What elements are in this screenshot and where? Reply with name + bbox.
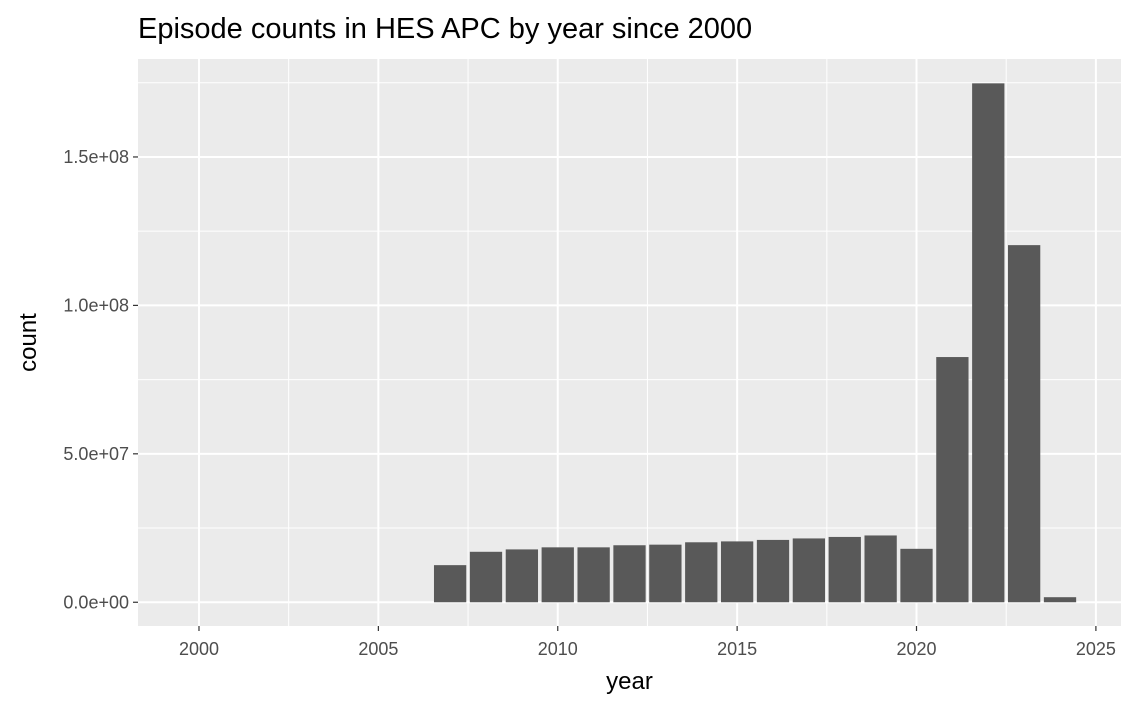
x-tick-label: 2010	[538, 639, 578, 659]
y-tick-label: 5.0e+07	[63, 444, 129, 464]
bar	[792, 538, 826, 603]
bars	[433, 83, 1077, 603]
bar	[972, 83, 1005, 603]
bar	[720, 541, 754, 603]
grid-major	[138, 59, 1121, 626]
bar	[828, 536, 861, 603]
chart-title: Episode counts in HES APC by year since …	[138, 13, 752, 45]
bar	[864, 535, 897, 603]
bar	[756, 539, 790, 603]
y-tick-label: 0.0e+00	[63, 592, 129, 612]
x-tick-label: 2015	[717, 639, 757, 659]
bar	[1007, 245, 1041, 603]
bar	[685, 542, 718, 603]
y-tick-label: 1.0e+08	[63, 295, 129, 315]
bar	[577, 547, 610, 603]
bar	[505, 549, 539, 603]
x-axis-title: year	[606, 668, 653, 695]
y-axis: 0.0e+00 5.0e+07 1.0e+08 1.5e+08	[63, 147, 138, 612]
bar	[900, 548, 933, 603]
bar	[1043, 597, 1077, 603]
x-axis: 2000 2005 2010 2015 2020 2025	[179, 626, 1116, 659]
x-tick-label: 2000	[179, 639, 219, 659]
bar	[613, 545, 646, 603]
bar	[469, 551, 503, 603]
bar	[541, 547, 574, 603]
bar	[433, 565, 467, 603]
y-axis-title: count	[15, 313, 42, 372]
x-tick-label: 2025	[1076, 639, 1116, 659]
y-tick-label: 1.5e+08	[63, 147, 129, 167]
bar	[936, 357, 969, 603]
x-tick-label: 2020	[896, 639, 936, 659]
x-tick-label: 2005	[358, 639, 398, 659]
bar	[649, 544, 682, 603]
